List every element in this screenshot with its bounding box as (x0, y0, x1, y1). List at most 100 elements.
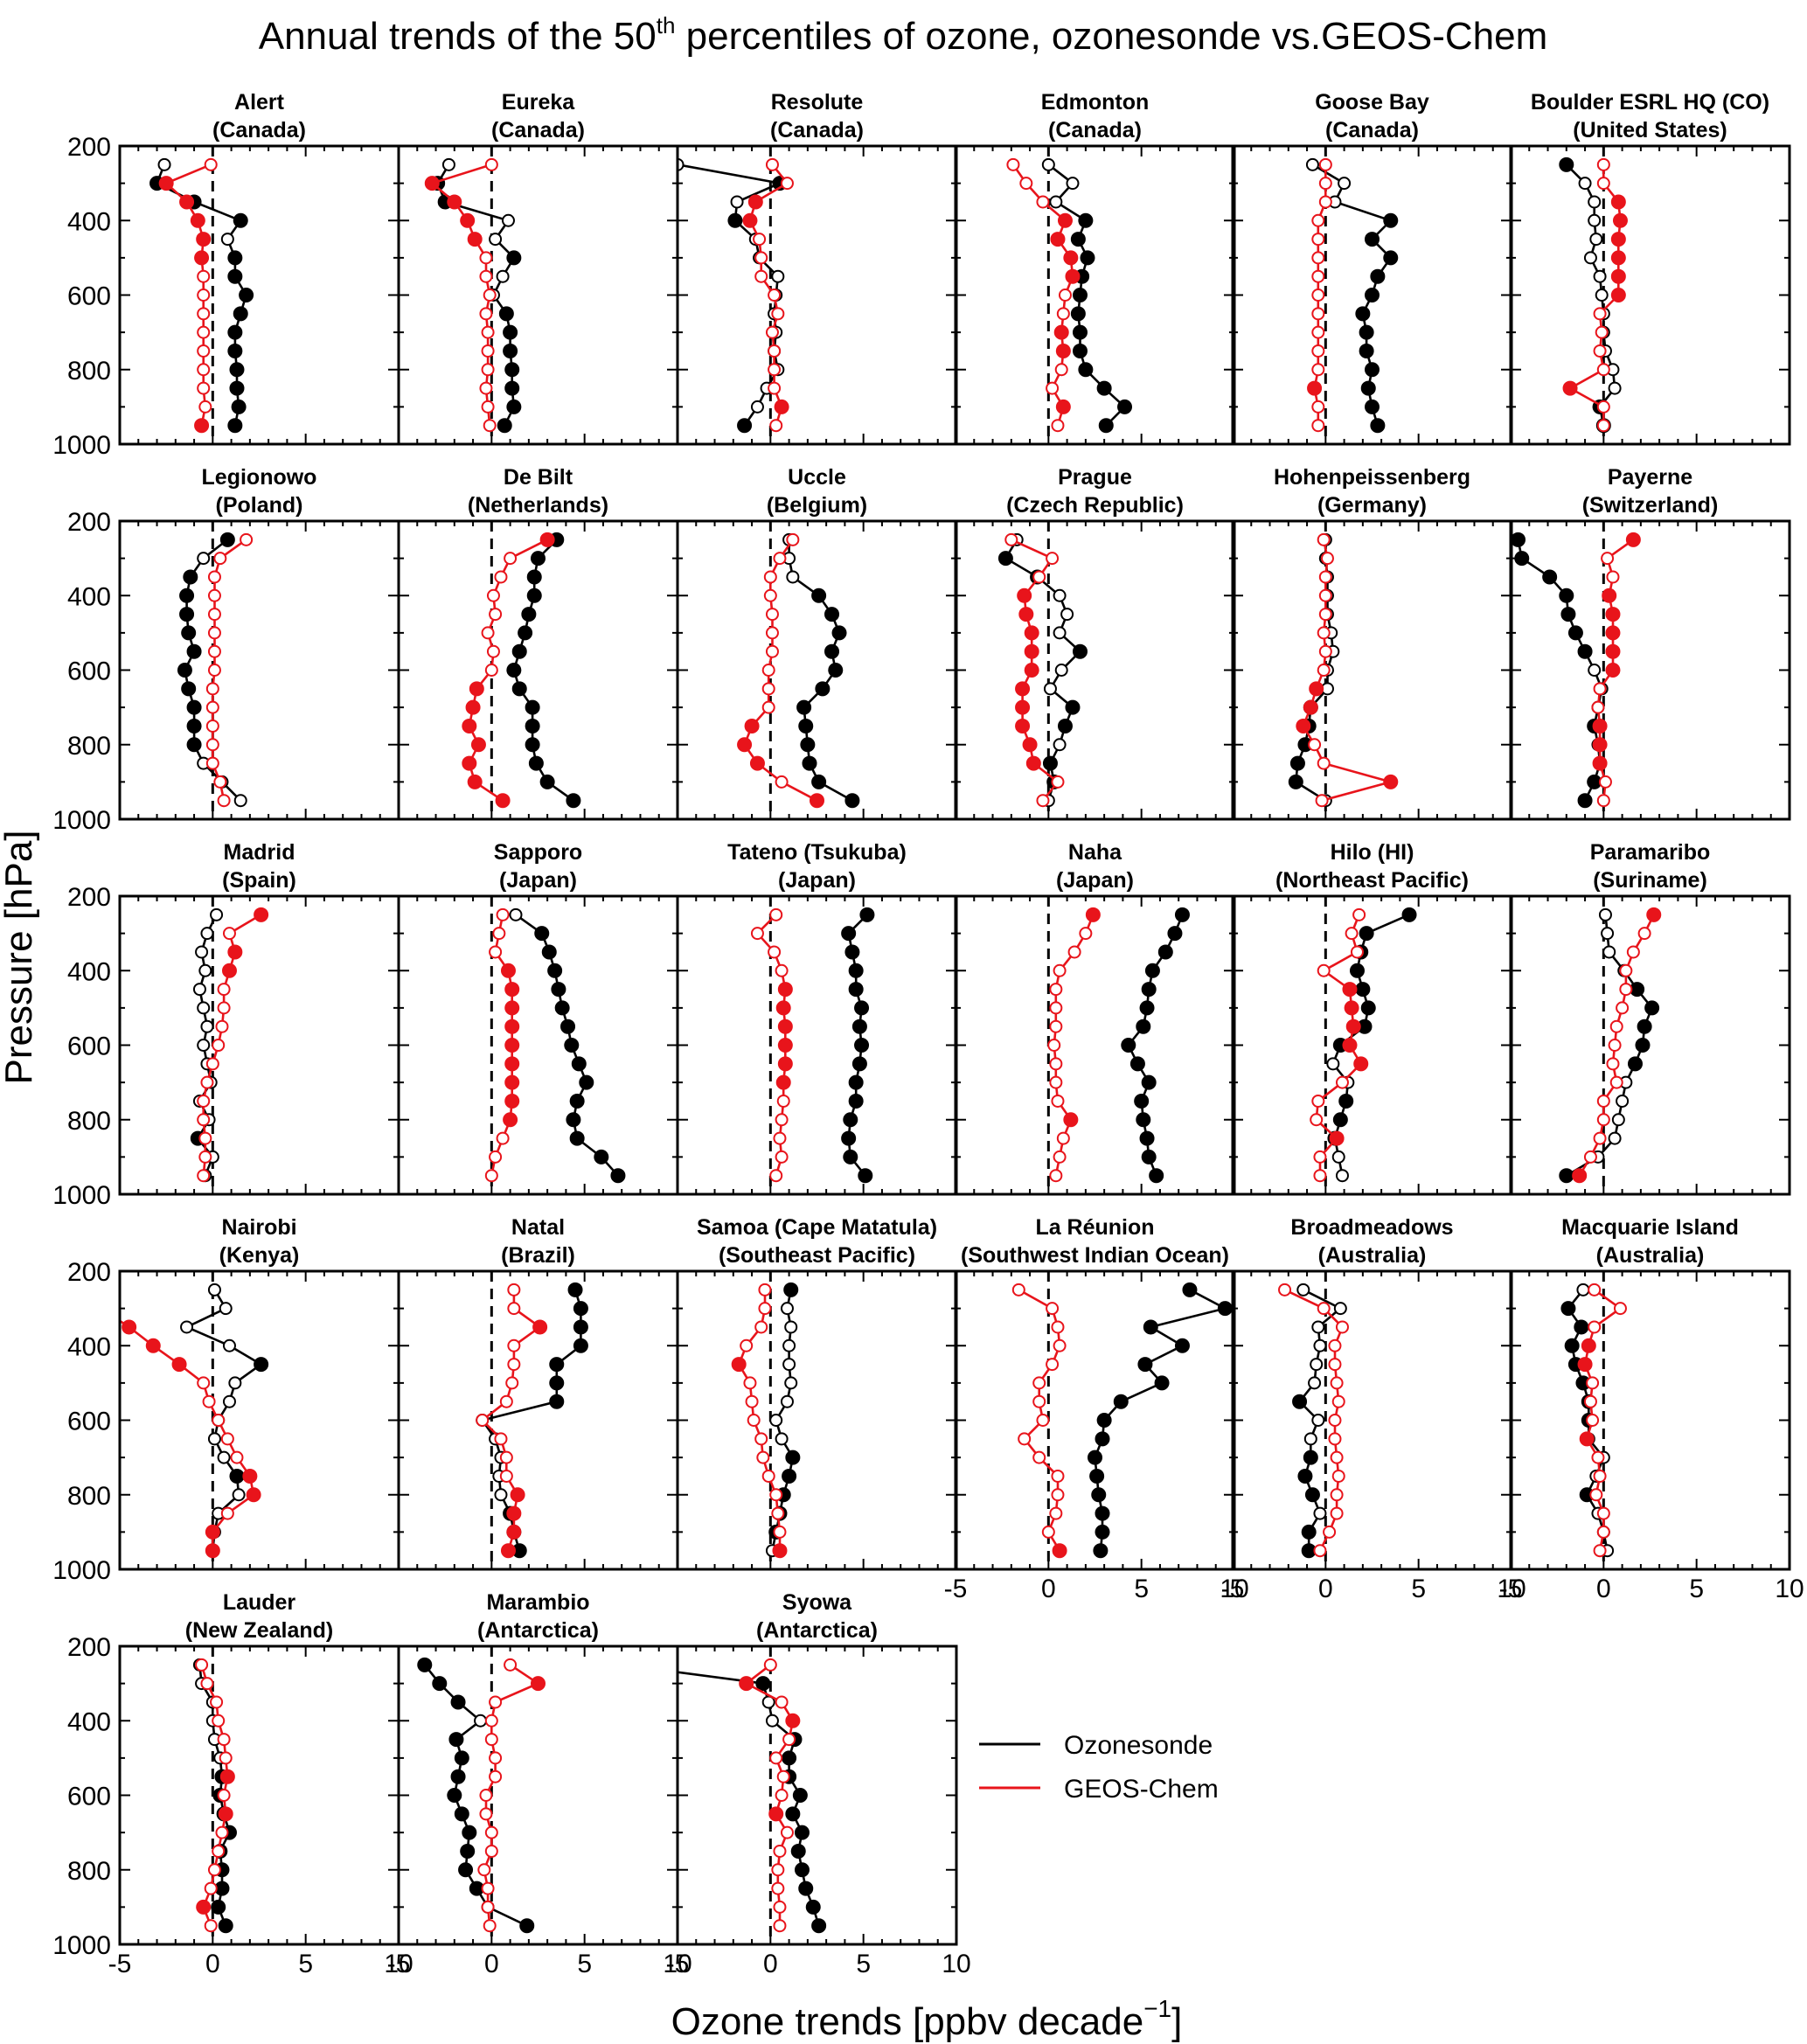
point-ozonesonde (1070, 306, 1086, 322)
point-geos-chem (1626, 945, 1640, 959)
point-ozonesonde (511, 643, 527, 659)
point-ozonesonde (1098, 418, 1114, 434)
point-ozonesonde (1043, 682, 1057, 696)
point-ozonesonde (755, 1676, 771, 1692)
point-ozonesonde (1359, 926, 1374, 942)
point-geos-chem (499, 1469, 513, 1483)
point-ozonesonde (811, 587, 827, 603)
panel-title-station: Madrid (224, 840, 295, 865)
point-geos-chem (1309, 681, 1324, 697)
point-geos-chem (776, 1094, 790, 1108)
x-tick-label: 10 (1220, 1575, 1248, 1603)
point-geos-chem (1015, 718, 1031, 733)
point-geos-chem (196, 232, 212, 247)
point-ozonesonde (239, 288, 254, 302)
point-geos-chem (1586, 1376, 1600, 1390)
y-tick-label: 400 (67, 1332, 111, 1361)
point-ozonesonde (1355, 306, 1371, 322)
point-ozonesonde (1331, 1150, 1345, 1164)
point-ozonesonde (1578, 177, 1592, 191)
legend-label-geos-chem: GEOS-Chem (1064, 1775, 1219, 1804)
point-geos-chem (768, 289, 782, 302)
point-ozonesonde (1311, 1414, 1325, 1427)
point-geos-chem (197, 1169, 211, 1183)
point-ozonesonde (848, 1074, 864, 1090)
point-ozonesonde (192, 983, 206, 997)
x-tick-label: 5 (577, 1950, 592, 1978)
point-geos-chem (1596, 419, 1610, 433)
y-tick-label: 200 (67, 508, 111, 537)
point-geos-chem (1053, 1150, 1067, 1164)
point-ozonesonde (177, 663, 192, 678)
point-ozonesonde (233, 212, 248, 228)
point-ozonesonde (1057, 718, 1073, 733)
point-ozonesonde (1576, 1283, 1590, 1297)
point-ozonesonde (1359, 324, 1374, 340)
point-geos-chem (486, 588, 500, 602)
plot-area (177, 532, 254, 808)
panel-title-region: (Poland) (216, 493, 303, 518)
point-ozonesonde (1041, 157, 1055, 171)
point-geos-chem (765, 325, 779, 339)
point-ozonesonde (227, 324, 243, 340)
point-geos-chem (763, 570, 777, 584)
point-ozonesonde (179, 607, 195, 622)
point-ozonesonde (1311, 1320, 1325, 1334)
point-geos-chem (220, 1506, 234, 1520)
point-ozonesonde (534, 926, 550, 942)
point-geos-chem (1049, 1506, 1063, 1520)
point-ozonesonde (1096, 380, 1112, 396)
point-ozonesonde (195, 945, 209, 959)
point-geos-chem (218, 1806, 233, 1822)
point-ozonesonde (1365, 399, 1380, 414)
point-geos-chem (481, 1900, 495, 1914)
point-ozonesonde (1310, 1358, 1324, 1372)
point-geos-chem (200, 1677, 214, 1691)
point-geos-chem (1311, 213, 1325, 227)
point-geos-chem (499, 1450, 513, 1464)
point-ozonesonde (1365, 288, 1380, 302)
point-ozonesonde (417, 1657, 433, 1672)
point-geos-chem (1015, 699, 1031, 715)
point-ozonesonde (229, 380, 245, 396)
point-geos-chem (1057, 212, 1073, 228)
point-geos-chem (207, 664, 221, 677)
panel-title-region: (Japan) (499, 868, 577, 893)
x-tick-label: -5 (1499, 1575, 1523, 1603)
point-geos-chem (1063, 1112, 1079, 1128)
point-geos-chem (212, 1844, 226, 1858)
point-ozonesonde (802, 755, 817, 771)
point-ozonesonde (1326, 1057, 1340, 1071)
x-tick-label: 5 (856, 1950, 871, 1978)
point-ozonesonde (181, 681, 197, 697)
point-geos-chem (768, 1806, 784, 1822)
point-ozonesonde (197, 1001, 211, 1015)
panel-title-region: (Canada) (491, 118, 585, 143)
panel-title-region: (Northeast Pacific) (1275, 868, 1469, 893)
y-tick-label: 400 (67, 957, 111, 986)
x-tick-label: 10 (384, 1950, 413, 1978)
point-ozonesonde (186, 699, 202, 715)
point-geos-chem (481, 626, 495, 640)
panel-title-region: (Germany) (1317, 493, 1427, 518)
point-geos-chem (775, 1074, 791, 1090)
panel-title-station: Resolute (771, 90, 864, 115)
point-ozonesonde (1072, 324, 1088, 340)
panel-frame (397, 894, 679, 1196)
point-geos-chem (1605, 643, 1621, 659)
point-geos-chem (1051, 1469, 1065, 1483)
point-geos-chem (1055, 343, 1071, 358)
point-ozonesonde (1588, 664, 1602, 677)
point-geos-chem (246, 1487, 261, 1503)
point-geos-chem (197, 269, 211, 283)
point-geos-chem (1067, 945, 1081, 959)
point-geos-chem (462, 755, 477, 771)
point-geos-chem (1053, 963, 1067, 977)
point-geos-chem (773, 1131, 787, 1145)
point-geos-chem (479, 269, 493, 283)
point-ozonesonde (1093, 1543, 1109, 1559)
point-geos-chem (496, 1131, 510, 1145)
panel-title-region: (Australia) (1596, 1243, 1705, 1268)
point-ozonesonde (1587, 774, 1602, 789)
point-geos-chem (1610, 232, 1626, 247)
